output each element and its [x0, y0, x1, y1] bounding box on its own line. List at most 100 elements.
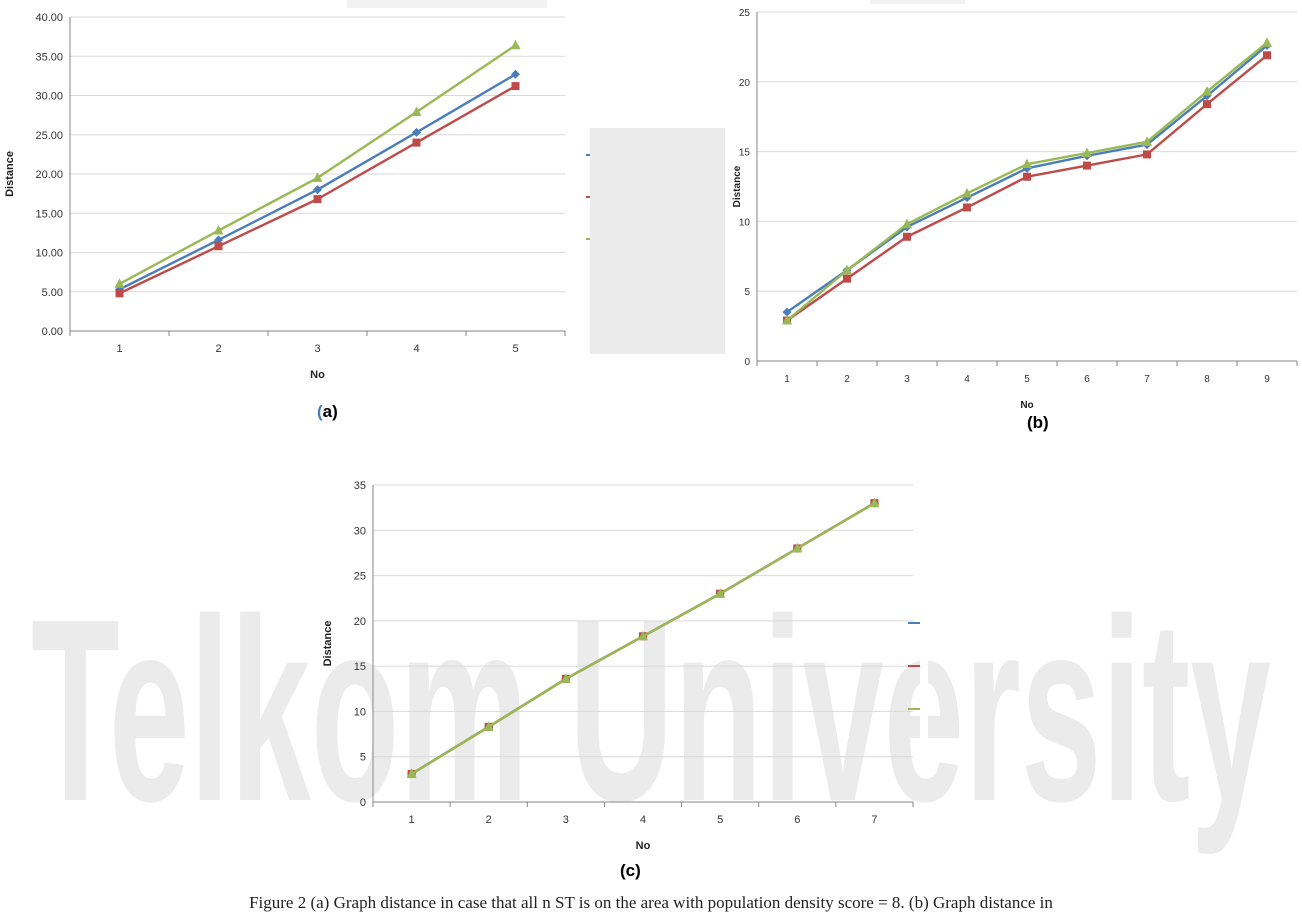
chart-c-ytick-label: 10 — [354, 706, 366, 718]
chart-a-series-3-point — [312, 172, 323, 182]
chart-a-series-3-point — [411, 106, 422, 116]
panel-label-b: (b) — [1027, 413, 1049, 432]
chart-b-xtick-label: 3 — [904, 374, 910, 385]
chart-c-series-3-point — [483, 721, 494, 731]
chart-b-ylabel: Distance — [732, 165, 743, 207]
chart-c-ytick-label: 20 — [354, 616, 366, 628]
chart-a-ytick-label: 25.00 — [35, 130, 63, 142]
chart-c-ytick-label: 30 — [354, 525, 366, 537]
chart-c-series-3-point — [792, 542, 803, 553]
chart-a-ytick-label: 35.00 — [35, 51, 63, 63]
chart-b-series-3-point — [1262, 37, 1272, 47]
chart-a-xtick-label: 4 — [413, 343, 419, 355]
occluder-a-legend — [590, 128, 725, 354]
chart-a-xtick-label: 3 — [314, 343, 320, 355]
chart-b-series-3-point — [1202, 86, 1212, 96]
chart-a-series-1-point — [412, 127, 421, 137]
legend-c-stub-2 — [908, 665, 920, 667]
chart-b-svg: 0 5 10 15 20 25 1 2 3 4 5 6 7 8 9 No Distance — [732, 8, 1298, 411]
chart-b-xtick-label: 5 — [1024, 374, 1030, 385]
chart-b-series-2-point — [1143, 150, 1151, 159]
chart-a-series-2-point — [115, 289, 124, 298]
chart-a-series-2-point — [313, 195, 322, 204]
chart-a-series-3-line — [118, 44, 517, 285]
chart-b-series-2-point — [903, 232, 911, 241]
chart-a-ylabel: Distance — [4, 151, 16, 197]
chart-c-xtick-label: 4 — [640, 814, 646, 826]
chart-b-series-3-point — [782, 315, 792, 325]
legend-a-stub-3 — [586, 238, 590, 240]
chart-c-series-3-point — [715, 588, 726, 598]
chart-b-xtick-label: 1 — [784, 374, 790, 385]
chart-c-series-3-point — [406, 768, 417, 778]
chart-c-xtick-label: 3 — [563, 814, 569, 826]
chart-b-ytick-label: 20 — [739, 78, 751, 89]
chart-a-series-2-point — [214, 242, 223, 251]
chart-a-series-3-point — [510, 39, 521, 50]
chart-b-series-2-point — [1203, 100, 1211, 109]
chart-b-xtick-label: 9 — [1264, 374, 1270, 385]
chart-b-ytick-label: 25 — [739, 8, 751, 19]
legend-c-stub-1 — [908, 622, 920, 624]
panel-label-a-paren: ( — [317, 402, 323, 421]
panel-label-a-rest: a) — [322, 402, 338, 421]
chart-a-xtick-label: 2 — [215, 343, 221, 355]
chart-a-xlabel: No — [310, 369, 325, 381]
chart-a-ytick-label: 0.00 — [42, 326, 63, 338]
legend-a-stub-1 — [586, 154, 590, 156]
chart-b-series-2-point — [843, 274, 851, 283]
chart-c-xtick-label: 6 — [794, 814, 800, 826]
chart-b-series-2-point — [1083, 161, 1091, 170]
chart-b-series-3-point — [1142, 136, 1152, 146]
chart-a-xtick-label: 1 — [116, 343, 122, 355]
panel-label-c: (c) — [620, 861, 641, 880]
chart-a-xtick-label: 5 — [512, 343, 518, 355]
occluder-a-top — [347, 0, 547, 8]
chart-b-ytick-label: 0 — [744, 357, 750, 368]
chart-a-series-1-point — [313, 185, 322, 195]
occluder-b-top — [870, 0, 965, 4]
chart-a-ytick-label: 15.00 — [35, 208, 63, 220]
chart-a-ytick-label: 40.00 — [35, 12, 63, 24]
chart-b-series-3-line — [786, 41, 1268, 322]
chart-c-ytick-label: 35 — [354, 480, 366, 492]
chart-a-series-3-point — [114, 278, 125, 288]
chart-b-series-1-point — [782, 307, 792, 317]
legend-c-stub-3 — [908, 708, 920, 710]
chart-a-ytick-label: 5.00 — [42, 287, 63, 299]
chart-b-xtick-label: 4 — [964, 374, 970, 385]
chart-a-series-3-point — [213, 225, 224, 235]
chart-b-xtick-label: 7 — [1144, 374, 1150, 385]
chart-a-series-2-point — [511, 82, 520, 91]
chart-panel-c: 0 5 10 15 20 25 30 35 1 2 3 4 5 6 7 No Distance — [310, 472, 920, 867]
chart-b-series-3-point — [1082, 147, 1092, 157]
chart-c-xtick-label: 2 — [486, 814, 492, 826]
chart-b-xtick-label: 8 — [1204, 374, 1210, 385]
chart-b-ytick-label: 10 — [739, 217, 751, 228]
chart-a-ytick-label: 30.00 — [35, 91, 63, 103]
chart-c-xlabel: No — [636, 840, 651, 852]
chart-panel-b: 0 5 10 15 20 25 1 2 3 4 5 6 7 8 9 No Distance — [725, 0, 1302, 415]
chart-b-xtick-label: 2 — [844, 374, 850, 385]
chart-c-series-3-point — [638, 630, 648, 641]
chart-a-svg: 0.00 5.00 10.00 15.00 20.00 25.00 30.00 35.00 40… — [4, 12, 566, 381]
chart-a-series-2-point — [412, 138, 421, 147]
chart-b-series-2-line — [786, 54, 1268, 322]
chart-a-series-1-point — [214, 235, 223, 245]
chart-a-ytick-label: 20.00 — [35, 169, 63, 181]
chart-b-series-3-point — [962, 187, 972, 198]
chart-c-series-3-point — [560, 673, 571, 683]
chart-c-series-3-point — [869, 497, 880, 508]
chart-b-series-2-point — [963, 203, 971, 212]
chart-c-xtick-label: 1 — [409, 814, 415, 826]
chart-b-series-3-point — [902, 218, 912, 229]
chart-c-ytick-label: 5 — [360, 752, 366, 764]
chart-b-ytick-label: 15 — [739, 148, 751, 159]
chart-c-ytick-label: 0 — [360, 797, 366, 809]
occluder-c-legend — [920, 535, 928, 765]
chart-c-ytick-label: 25 — [354, 571, 366, 583]
chart-b-series-3-point — [842, 264, 852, 275]
chart-b-xlabel: No — [1020, 400, 1033, 411]
chart-b-series-2-point — [1263, 51, 1271, 60]
chart-c-ylabel: Distance — [322, 621, 334, 667]
